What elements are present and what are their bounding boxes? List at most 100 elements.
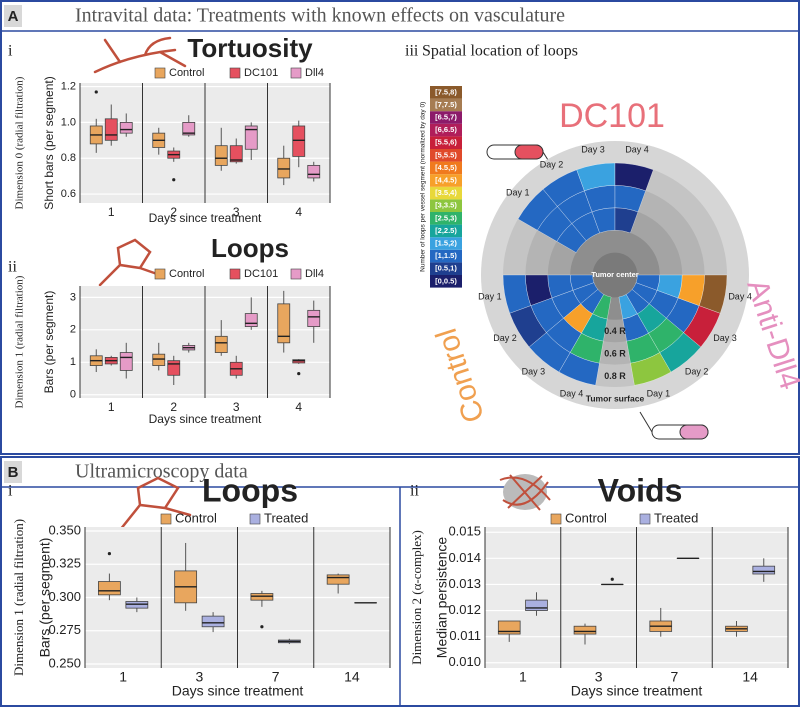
legend-bin bbox=[430, 224, 462, 238]
legend-bin-label: [4,4.5) bbox=[435, 175, 457, 184]
ring-label: 0.4 R bbox=[604, 326, 626, 336]
panel-label: ii bbox=[410, 483, 419, 500]
legend-bin bbox=[430, 86, 462, 99]
dimension-label: Dimension 1 (radial filtration) bbox=[11, 519, 26, 676]
x-tick-label: 1 bbox=[519, 669, 527, 685]
panel-label: i bbox=[8, 483, 13, 500]
box bbox=[167, 360, 181, 376]
box bbox=[119, 352, 133, 371]
box bbox=[201, 615, 225, 628]
x-tick-label: 2 bbox=[170, 205, 177, 219]
chart-title: Loops bbox=[211, 233, 289, 263]
legend-label: Control bbox=[169, 67, 204, 79]
legend-bin-label: [7.5,8) bbox=[435, 87, 457, 96]
day-label: Day 4 bbox=[625, 144, 649, 154]
legend-bin bbox=[430, 237, 462, 250]
box bbox=[573, 625, 597, 635]
x-axis-label: Days since treatment bbox=[149, 412, 262, 426]
legend-swatch bbox=[290, 268, 302, 280]
center-label: Tumor center bbox=[591, 270, 638, 279]
outlier bbox=[260, 625, 264, 629]
legend-label: Control bbox=[565, 510, 607, 525]
x-tick-label: 3 bbox=[595, 669, 603, 685]
y-tick-label: 0.012 bbox=[448, 602, 481, 617]
legend-swatch bbox=[160, 513, 172, 525]
group-label: DC101 bbox=[559, 97, 665, 135]
box bbox=[277, 303, 291, 344]
section-label: B bbox=[8, 464, 19, 481]
dimension-label: Dimension 2 (α-complex) bbox=[409, 530, 424, 665]
section-frame bbox=[0, 0, 800, 455]
y-tick-label: 0.010 bbox=[448, 654, 481, 669]
day-label: Day 1 bbox=[647, 389, 671, 399]
dimension-label: Dimension 0 (radial filtration) bbox=[14, 76, 26, 209]
y-axis-label: Short bars (per segment) bbox=[42, 76, 56, 209]
x-tick-label: 2 bbox=[170, 400, 177, 414]
y-tick-label: 0.350 bbox=[48, 522, 81, 537]
box bbox=[152, 353, 166, 366]
section-label-bg bbox=[4, 5, 22, 27]
y-tick-label: 0 bbox=[70, 389, 76, 401]
legend-label: DC101 bbox=[244, 268, 278, 280]
box bbox=[326, 574, 350, 585]
y-tick-label: 1.0 bbox=[61, 116, 76, 128]
day-label: Day 3 bbox=[581, 144, 605, 154]
legend-bin-label: [3,3.5) bbox=[435, 201, 457, 210]
legend-bin bbox=[430, 249, 462, 263]
outlier bbox=[172, 178, 176, 182]
x-tick-label: 1 bbox=[119, 669, 127, 685]
box bbox=[214, 335, 228, 353]
legend-swatch bbox=[550, 513, 562, 525]
legend-bin-label: [0,0.5) bbox=[435, 276, 457, 285]
box bbox=[244, 313, 258, 327]
y-tick-label: 1.2 bbox=[61, 80, 76, 92]
polar-cell bbox=[699, 274, 728, 314]
x-tick-label: 4 bbox=[295, 400, 302, 414]
y-tick-label: 0.015 bbox=[448, 524, 481, 539]
legend-bin-label: [4.5,5) bbox=[435, 163, 457, 172]
legend-label: Dll4 bbox=[305, 268, 324, 280]
legend-bin bbox=[430, 123, 462, 137]
box bbox=[244, 125, 258, 150]
ring bbox=[592, 252, 638, 298]
box bbox=[229, 145, 243, 163]
y-tick-label: 0.275 bbox=[48, 622, 81, 637]
legend-bin-label: [6,6.5) bbox=[435, 125, 457, 134]
legend-bin bbox=[430, 199, 462, 212]
y-tick-label: 0.011 bbox=[449, 628, 481, 643]
legend-swatch bbox=[290, 67, 302, 79]
y-tick-label: 2 bbox=[70, 324, 76, 336]
legend-bin-label: [0.5,1) bbox=[435, 264, 457, 273]
y-tick-label: 0.325 bbox=[48, 556, 81, 571]
y-tick-label: 0.014 bbox=[448, 550, 481, 565]
chart-title: Tortuosity bbox=[187, 33, 313, 63]
legend-title: Number of loops per vessel segment (norm… bbox=[420, 102, 427, 272]
legend-bin-label: [1,1.5) bbox=[435, 251, 457, 260]
legend-bin bbox=[430, 149, 462, 162]
x-tick-label: 1 bbox=[108, 400, 115, 414]
legend-bin bbox=[430, 111, 462, 124]
legend-swatch bbox=[229, 67, 241, 79]
section-title: Intravital data: Treatments with known e… bbox=[75, 5, 565, 27]
box bbox=[119, 122, 133, 134]
day-label: Day 2 bbox=[493, 333, 517, 343]
legend-bin bbox=[430, 212, 462, 225]
box bbox=[104, 118, 118, 141]
legend-bin bbox=[430, 161, 462, 175]
legend-bin bbox=[430, 275, 462, 288]
legend-swatch bbox=[639, 513, 651, 525]
outlier bbox=[107, 552, 111, 556]
polar-cell bbox=[558, 352, 600, 386]
x-tick-label: 3 bbox=[233, 400, 240, 414]
x-tick-label: 7 bbox=[670, 669, 678, 685]
y-tick-label: 1 bbox=[70, 356, 76, 368]
polar-cell bbox=[614, 162, 654, 191]
y-tick-label: 0.300 bbox=[48, 589, 81, 604]
legend-label: Treated bbox=[264, 510, 308, 525]
legend-label: DC101 bbox=[244, 67, 278, 79]
panel-title: iii bbox=[405, 43, 419, 60]
section-label: A bbox=[8, 8, 19, 25]
chart-title: Loops bbox=[202, 472, 298, 508]
legend-bin-label: [7,7.5) bbox=[435, 100, 457, 109]
